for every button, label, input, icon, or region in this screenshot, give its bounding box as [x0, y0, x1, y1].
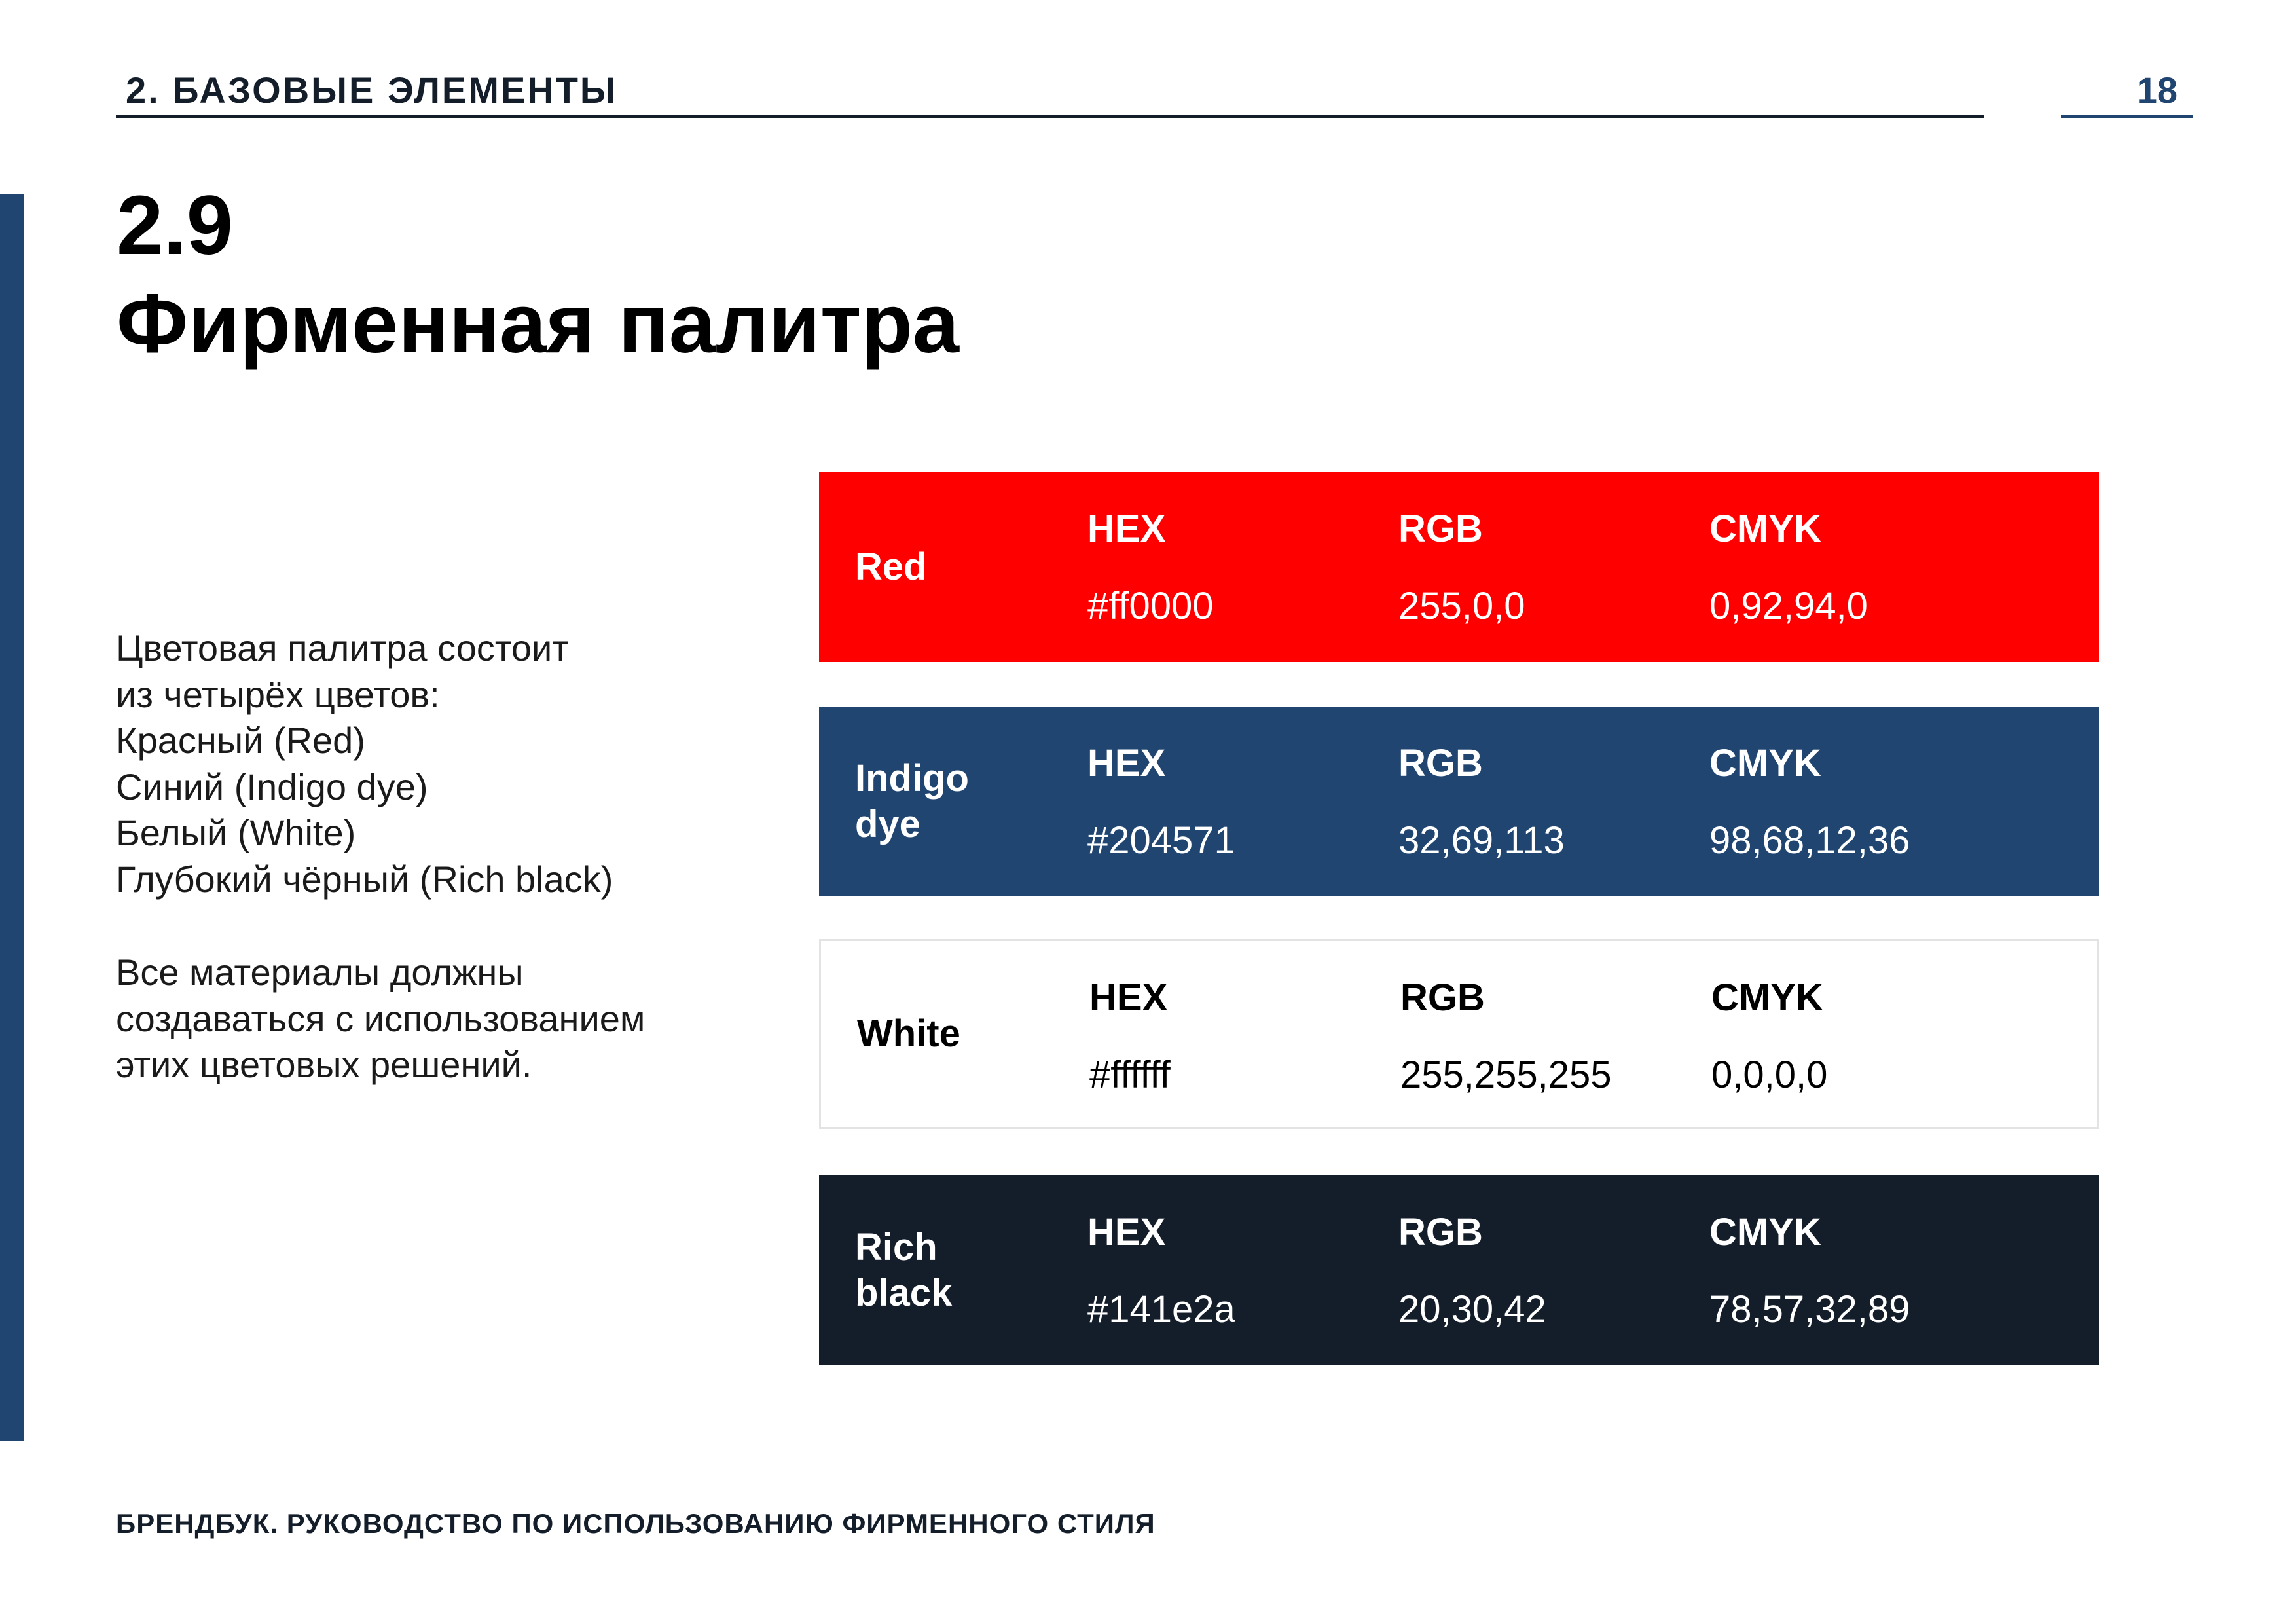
rgb-value: 255,0,0	[1398, 585, 1525, 627]
hex-column: HEX #ffffff	[1089, 975, 1171, 1098]
cmyk-label: CMYK	[1711, 976, 1823, 1019]
description-line: Цветовая палитра состоит	[116, 627, 569, 669]
color-name: White	[857, 1012, 960, 1055]
rgb-label: RGB	[1398, 507, 1483, 550]
hex-label: HEX	[1087, 1211, 1166, 1253]
cmyk-value: 0,0,0,0	[1711, 1054, 1828, 1096]
page-number: 18	[2136, 69, 2178, 111]
hex-value: #204571	[1087, 819, 1235, 862]
cmyk-label: CMYK	[1709, 1211, 1821, 1253]
cmyk-column: CMYK 78,57,32,89	[1709, 1209, 1910, 1333]
description-line: Красный (Red)	[116, 720, 365, 761]
rgb-value: 32,69,113	[1398, 819, 1565, 862]
cmyk-label: CMYK	[1709, 507, 1821, 550]
side-accent-bar	[0, 194, 24, 1441]
hex-column: HEX #141e2a	[1087, 1209, 1235, 1333]
color-swatch-red: Red HEX #ff0000 RGB 255,0,0 CMYK 0,92,94…	[819, 472, 2099, 662]
cmyk-value: 98,68,12,36	[1709, 819, 1910, 862]
hex-value: #141e2a	[1087, 1288, 1235, 1331]
hex-column: HEX #ff0000	[1087, 506, 1213, 629]
cmyk-value: 0,92,94,0	[1709, 585, 1868, 627]
description-line: Белый (White)	[116, 812, 356, 853]
section-label: 2. БАЗОВЫЕ ЭЛЕМЕНТЫ	[126, 69, 618, 111]
rgb-label: RGB	[1400, 976, 1485, 1019]
section-number: 2.9	[117, 179, 233, 272]
note-line: этих цветовых решений.	[116, 1044, 532, 1085]
hex-label: HEX	[1087, 742, 1166, 784]
rgb-column: RGB 255,0,0	[1398, 506, 1525, 629]
cmyk-column: CMYK 0,92,94,0	[1709, 506, 1868, 629]
rgb-label: RGB	[1398, 1211, 1483, 1253]
page-title: Фирменная палитра	[117, 277, 959, 371]
page-number-underline	[2061, 115, 2193, 118]
cmyk-label: CMYK	[1709, 742, 1821, 784]
rgb-column: RGB 20,30,42	[1398, 1209, 1546, 1333]
rgb-label: RGB	[1398, 742, 1483, 784]
header-divider	[116, 115, 1984, 118]
footer-text: БРЕНДБУК. РУКОВОДСТВО ПО ИСПОЛЬЗОВАНИЮ Ф…	[116, 1508, 1156, 1539]
color-name: Indigo dye	[855, 757, 969, 845]
cmyk-column: CMYK 98,68,12,36	[1709, 741, 1910, 864]
description-line: Синий (Indigo dye)	[116, 766, 428, 807]
color-swatch-white: White HEX #ffffff RGB 255,255,255 CMYK 0…	[819, 939, 2099, 1129]
description-line: из четырёх цветов:	[116, 673, 440, 715]
description-line: Глубокий чёрный (Rich black)	[116, 858, 613, 900]
color-swatch-indigo-dye: Indigo dye HEX #204571 RGB 32,69,113 CMY…	[819, 707, 2099, 896]
rgb-column: RGB 32,69,113	[1398, 741, 1565, 864]
rgb-value: 255,255,255	[1400, 1054, 1612, 1096]
hex-label: HEX	[1087, 507, 1166, 550]
hex-column: HEX #204571	[1087, 741, 1235, 864]
rgb-column: RGB 255,255,255	[1400, 975, 1612, 1098]
hex-label: HEX	[1089, 976, 1168, 1019]
cmyk-column: CMYK 0,0,0,0	[1711, 975, 1827, 1098]
rgb-value: 20,30,42	[1398, 1288, 1546, 1331]
color-swatch-rich-black: Rich black HEX #141e2a RGB 20,30,42 CMYK…	[819, 1175, 2099, 1365]
description: Цветовая палитра состоит из четырёх цвет…	[116, 625, 771, 1088]
hex-value: #ff0000	[1087, 585, 1214, 627]
note-line: Все материалы должны	[116, 951, 524, 993]
color-name: Red	[855, 545, 927, 588]
hex-value: #ffffff	[1089, 1054, 1171, 1096]
cmyk-value: 78,57,32,89	[1709, 1288, 1910, 1331]
color-name: Rich black	[855, 1226, 953, 1314]
paragraph-gap	[116, 902, 771, 950]
note-line: создаваться с использованием	[116, 997, 646, 1039]
